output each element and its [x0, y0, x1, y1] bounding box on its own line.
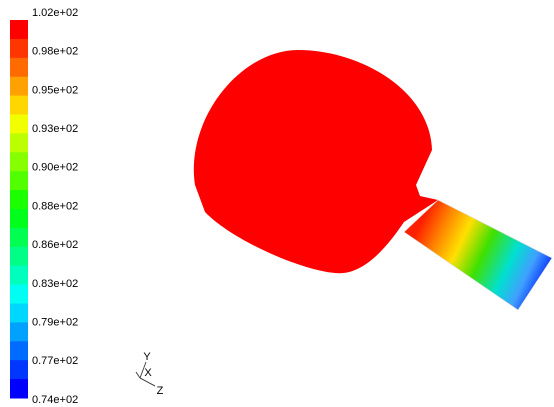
axis-label: X [144, 367, 152, 379]
color-band [10, 39, 28, 58]
color-band [10, 133, 28, 152]
color-band [10, 58, 28, 77]
color-band [10, 360, 28, 379]
color-band [10, 341, 28, 360]
color-band [10, 190, 28, 209]
colorbar-label: 0.90e+02 [32, 162, 78, 174]
color-band [10, 209, 28, 228]
cone-body [194, 50, 438, 273]
colorbar-label: 0.88e+02 [32, 200, 78, 212]
color-band [10, 171, 28, 190]
pipe [404, 200, 552, 310]
color-band [10, 322, 28, 341]
colorbar-label: 0.74e+02 [32, 394, 78, 406]
color-band [10, 152, 28, 171]
colorbar [10, 20, 28, 399]
viewport: 1.02e+02 0.98e+02 0.95e+02 0.93e+02 0.90e+02… [0, 0, 554, 407]
axis-label: Z [157, 385, 164, 397]
colorbar-label: 0.79e+02 [32, 317, 78, 329]
colorbar-label: 0.83e+02 [32, 278, 78, 290]
colorbar-label: 0.86e+02 [32, 239, 78, 251]
color-band [10, 285, 28, 304]
color-band [10, 379, 28, 398]
colorbar-label: 0.93e+02 [32, 123, 78, 135]
colorbar-labels: 1.02e+02 0.98e+02 0.95e+02 0.93e+02 0.90e+02… [32, 7, 78, 406]
color-band [10, 20, 28, 39]
color-band [10, 247, 28, 266]
color-band [10, 228, 28, 247]
axis-label: Y [143, 351, 151, 363]
color-band [10, 304, 28, 323]
colorbar-label: 1.02e+02 [32, 7, 78, 19]
color-band [10, 77, 28, 96]
colorbar-label: 0.77e+02 [32, 355, 78, 367]
colorbar-label: 0.98e+02 [32, 46, 78, 58]
color-band [10, 115, 28, 134]
color-band [10, 266, 28, 285]
colorbar-label: 0.95e+02 [32, 84, 78, 96]
color-band [10, 96, 28, 115]
